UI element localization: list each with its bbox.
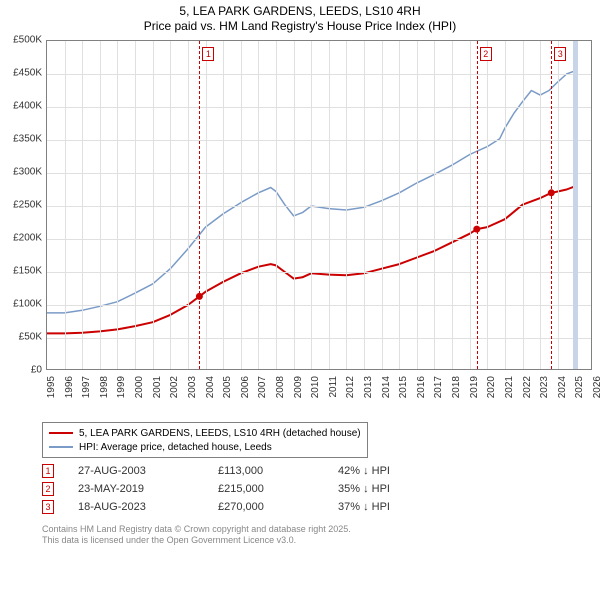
footer-line1: Contains HM Land Registry data © Crown c…: [42, 524, 351, 535]
x-axis: 1995 1996 1997 1998 1999 2000 2001 2002 2003 2004…: [46, 372, 592, 420]
x-tick-label: 2006: [240, 376, 251, 398]
x-tick-label: 1996: [64, 376, 75, 398]
y-tick-label: £400K: [13, 101, 42, 112]
x-tick-label: 2014: [381, 376, 392, 398]
x-tick-label: 2020: [486, 376, 497, 398]
sale-date: 18-AUG-2023: [78, 501, 218, 513]
x-tick-label: 2024: [557, 376, 568, 398]
sale-hpi-diff: 37% ↓ HPI: [338, 501, 458, 513]
footer-line2: This data is licensed under the Open Gov…: [42, 535, 351, 546]
legend: 5, LEA PARK GARDENS, LEEDS, LS10 4RH (de…: [42, 422, 368, 458]
x-tick-label: 1998: [99, 376, 110, 398]
x-tick-label: 2003: [187, 376, 198, 398]
y-tick-label: £300K: [13, 167, 42, 178]
sale-date: 23-MAY-2019: [78, 483, 218, 495]
sales-table: 1 27-AUG-2003£113,00042% ↓ HPI 2 23-MAY-201…: [42, 462, 458, 516]
x-tick-label: 2004: [205, 376, 216, 398]
x-tick-label: 2022: [522, 376, 533, 398]
x-tick-label: 2001: [152, 376, 163, 398]
x-tick-label: 1995: [46, 376, 57, 398]
x-tick-label: 2019: [469, 376, 480, 398]
x-tick-label: 2002: [169, 376, 180, 398]
x-tick-label: 2007: [257, 376, 268, 398]
sale-hpi-diff: 42% ↓ HPI: [338, 465, 458, 477]
footer-attribution: Contains HM Land Registry data © Crown c…: [42, 524, 351, 546]
x-tick-label: 2016: [416, 376, 427, 398]
chart-container: £0 £50K £100K £150K £200K £250K £300K £350K £400…: [4, 40, 596, 420]
y-tick-label: £50K: [19, 332, 42, 343]
x-tick-label: 2000: [134, 376, 145, 398]
y-tick-label: £500K: [13, 35, 42, 46]
sale-row: 1 27-AUG-2003£113,00042% ↓ HPI: [42, 462, 458, 480]
x-tick-label: 2008: [275, 376, 286, 398]
series-end-bar: [573, 41, 578, 369]
sale-row: 3 18-AUG-2023£270,00037% ↓ HPI: [42, 498, 458, 516]
y-tick-label: £250K: [13, 200, 42, 211]
chart-title-line1: 5, LEA PARK GARDENS, LEEDS, LS10 4RH: [0, 4, 600, 18]
x-tick-label: 2011: [328, 376, 339, 398]
legend-item: HPI: Average price, detached house, Leed…: [49, 440, 361, 454]
sale-hpi-diff: 35% ↓ HPI: [338, 483, 458, 495]
x-tick-label: 2026: [592, 376, 600, 398]
x-tick-label: 2015: [398, 376, 409, 398]
x-tick-label: 2018: [451, 376, 462, 398]
x-tick-label: 2023: [539, 376, 550, 398]
event-marker-line: [199, 41, 200, 369]
sale-price: £270,000: [218, 501, 338, 513]
x-tick-label: 2025: [574, 376, 585, 398]
event-marker-line: [551, 41, 552, 369]
y-tick-label: £0: [31, 365, 42, 376]
sale-index-box: 2: [42, 482, 54, 496]
x-tick-label: 2005: [222, 376, 233, 398]
event-marker-box: 2: [480, 47, 492, 61]
x-tick-label: 2017: [433, 376, 444, 398]
legend-label: HPI: Average price, detached house, Leed…: [79, 442, 272, 453]
x-tick-label: 2013: [363, 376, 374, 398]
legend-swatch: [49, 432, 73, 434]
x-tick-label: 2012: [345, 376, 356, 398]
event-marker-box: 3: [554, 47, 566, 61]
chart-lines: [47, 41, 591, 369]
x-tick-label: 2010: [310, 376, 321, 398]
sale-index-box: 3: [42, 500, 54, 514]
y-tick-label: £100K: [13, 299, 42, 310]
legend-swatch: [49, 446, 73, 448]
plot-area: 1 2 3: [46, 40, 592, 370]
sale-date: 27-AUG-2003: [78, 465, 218, 477]
x-tick-label: 1997: [81, 376, 92, 398]
x-tick-label: 1999: [116, 376, 127, 398]
y-tick-label: £200K: [13, 233, 42, 244]
x-tick-label: 2021: [504, 376, 515, 398]
sale-price: £113,000: [218, 465, 338, 477]
chart-header: 5, LEA PARK GARDENS, LEEDS, LS10 4RH Pri…: [0, 0, 600, 33]
sale-row: 2 23-MAY-2019£215,00035% ↓ HPI: [42, 480, 458, 498]
y-tick-label: £150K: [13, 266, 42, 277]
y-tick-label: £350K: [13, 134, 42, 145]
legend-label: 5, LEA PARK GARDENS, LEEDS, LS10 4RH (de…: [79, 428, 361, 439]
y-axis: £0£50K£100K£150K£200K£250K£300K£350K£400…: [4, 40, 44, 370]
chart-title-line2: Price paid vs. HM Land Registry's House …: [0, 19, 600, 33]
sale-index-box: 1: [42, 464, 54, 478]
sale-price: £215,000: [218, 483, 338, 495]
event-marker-box: 1: [202, 47, 214, 61]
y-tick-label: £450K: [13, 68, 42, 79]
x-tick-label: 2009: [293, 376, 304, 398]
legend-item: 5, LEA PARK GARDENS, LEEDS, LS10 4RH (de…: [49, 426, 361, 440]
event-marker-line: [477, 41, 478, 369]
